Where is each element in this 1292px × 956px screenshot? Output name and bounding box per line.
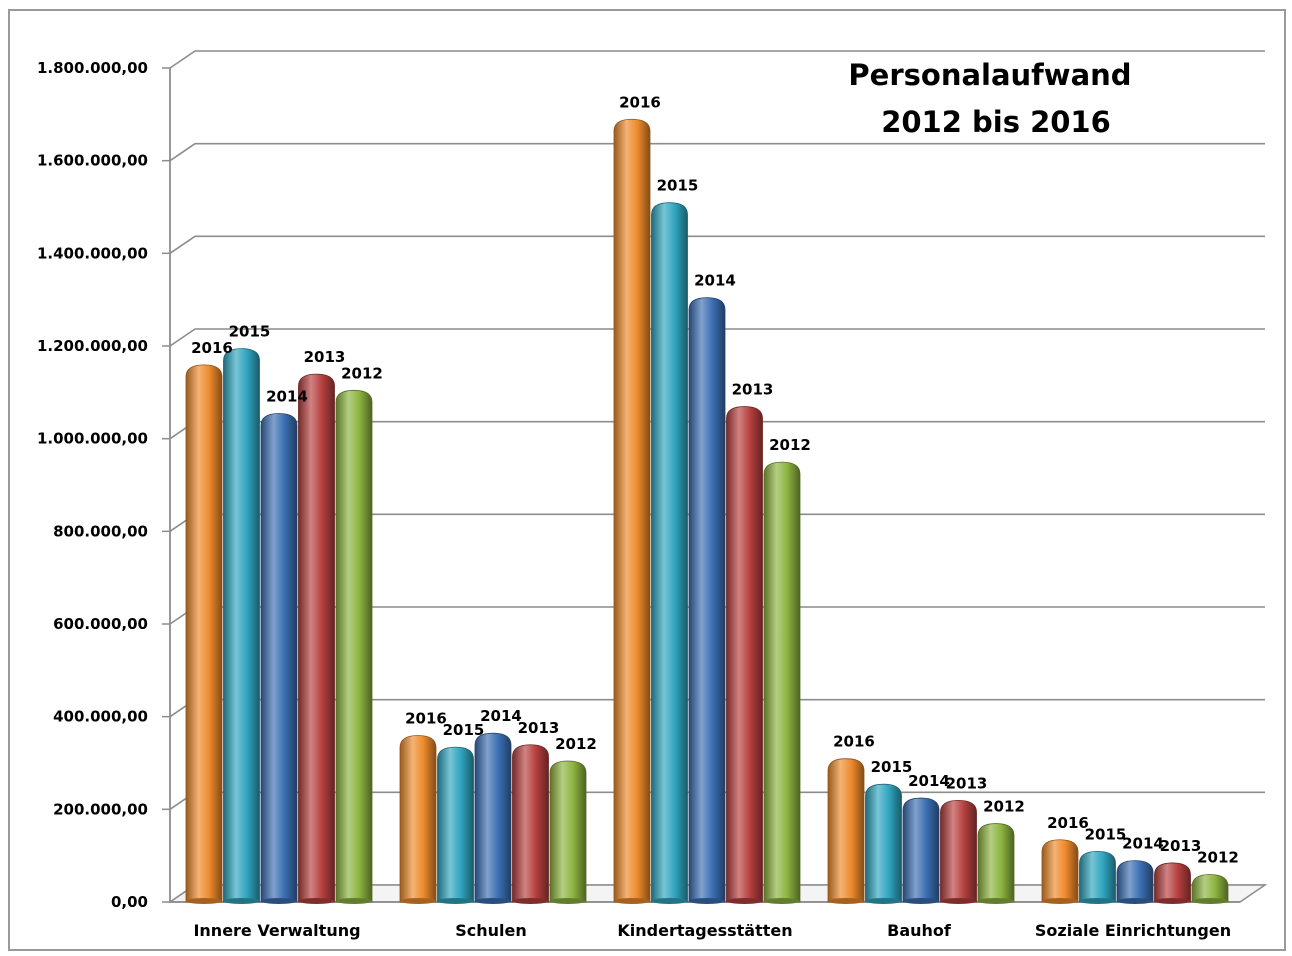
data-label: 2012: [341, 364, 383, 382]
bar: [688, 297, 726, 904]
y-tick-label: 200.000,00: [53, 800, 148, 818]
x-category-label: Schulen: [455, 921, 527, 940]
bar: [1041, 839, 1079, 904]
bar: [512, 744, 549, 904]
y-tick-label: 1.000.000,00: [37, 430, 148, 448]
gridline: [169, 328, 1265, 347]
y-tick-label: 1.600.000,00: [37, 152, 148, 170]
bar: [1079, 850, 1116, 904]
bar: [940, 799, 977, 904]
data-label: 2012: [769, 436, 811, 454]
bar: [763, 461, 801, 904]
bar: [549, 760, 587, 904]
bar: [865, 783, 902, 904]
data-label: 2016: [619, 93, 661, 111]
y-axis-ticks: 0,00 200.000,00 400.000,00 600.000,00 800.00…: [37, 59, 170, 911]
data-label: 2016: [405, 710, 447, 728]
bar: [726, 406, 763, 904]
data-label: 2012: [983, 798, 1025, 816]
y-tick-label: 400.000,00: [53, 708, 148, 726]
bar: [260, 413, 298, 904]
data-label: 2016: [1047, 814, 1089, 832]
y-tick-label: 0,00: [111, 893, 148, 911]
data-label: 2015: [871, 758, 913, 776]
data-label: 2015: [229, 323, 271, 341]
data-label: 2016: [191, 339, 233, 357]
data-label: 2014: [908, 772, 950, 790]
data-label: 2016: [833, 733, 875, 751]
bar: [827, 758, 865, 904]
data-label: 2012: [555, 735, 597, 753]
data-label: 2012: [1197, 849, 1239, 867]
x-category-label: Kindertagesstätten: [617, 921, 792, 940]
bar: [185, 364, 223, 904]
data-label: 2014: [266, 388, 308, 406]
y-tick-label: 600.000,00: [53, 615, 148, 633]
chart-title-line-2: 2012 bis 2016: [881, 105, 1111, 139]
bar: [977, 823, 1015, 904]
bars: [185, 118, 1229, 904]
y-tick-label: 1.800.000,00: [37, 59, 148, 77]
bar: [651, 202, 688, 904]
y-tick-label: 1.400.000,00: [37, 244, 148, 262]
gridline: [169, 142, 1265, 162]
data-label: 2015: [657, 177, 699, 195]
x-category-label: Innere Verwaltung: [193, 921, 360, 940]
data-label: 2013: [946, 774, 988, 792]
bar: [1191, 874, 1229, 904]
x-category-label: Bauhof: [887, 921, 952, 940]
data-label: 2013: [1160, 837, 1202, 855]
bar: [335, 389, 373, 904]
data-label: 2013: [732, 381, 774, 399]
data-label: 2014: [1122, 835, 1164, 853]
bar: [1116, 860, 1154, 904]
gridline: [169, 235, 1265, 254]
data-label: 2015: [1085, 825, 1127, 843]
data-labels: 2016201520142013201220162015201420132012…: [191, 93, 1239, 866]
bar: [474, 732, 512, 904]
bar: [298, 373, 335, 904]
bar: [613, 118, 651, 904]
chart-title-line-1: Personalaufwand: [848, 58, 1131, 92]
data-label: 2015: [443, 721, 485, 739]
bar: [399, 735, 437, 904]
y-tick-label: 1.200.000,00: [37, 337, 148, 355]
data-label: 2014: [480, 707, 522, 725]
x-axis-categories: Innere Verwaltung Schulen Kindertagesstätt…: [193, 921, 1231, 940]
bar: [1154, 862, 1191, 904]
bar: [902, 797, 940, 904]
data-label: 2014: [694, 272, 736, 290]
data-label: 2013: [304, 348, 346, 366]
x-category-label: Soziale Einrichtungen: [1035, 921, 1231, 940]
y-tick-label: 800.000,00: [53, 522, 148, 540]
gridline: [169, 50, 1265, 69]
data-label: 2013: [518, 719, 560, 737]
bar: [223, 348, 260, 904]
bar: [437, 746, 474, 904]
